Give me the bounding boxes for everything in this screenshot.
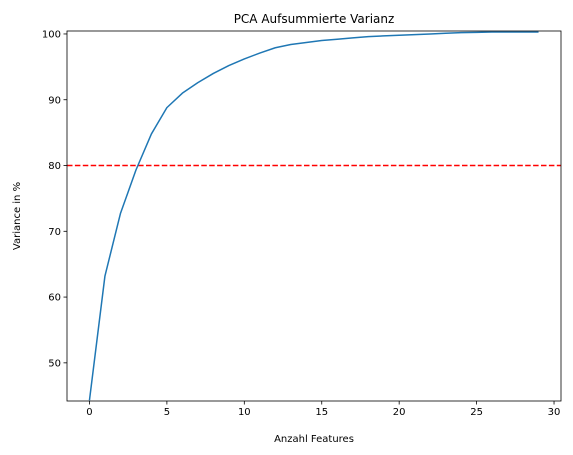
- y-tick-label: 100: [42, 30, 61, 41]
- x-tick-label: 30: [548, 407, 561, 418]
- x-tick-label: 0: [86, 407, 92, 418]
- x-tick-label: 25: [470, 407, 483, 418]
- axes-frame: [66, 30, 562, 402]
- series-line-0: [88, 31, 539, 401]
- x-tick-label: 5: [164, 407, 170, 418]
- y-axis-label: Variance in %: [12, 182, 23, 250]
- series-layer: [88, 31, 539, 401]
- y-tick-label: 50: [48, 358, 61, 369]
- x-tick-label: 20: [393, 407, 406, 418]
- y-tick-label: 90: [48, 95, 61, 106]
- y-tick-label: 60: [48, 293, 61, 304]
- x-axis-label: Anzahl Features: [274, 434, 354, 445]
- y-tick-label: 70: [48, 227, 61, 238]
- x-tick-label: 10: [238, 407, 251, 418]
- ticks-layer: 0 5 10 15 20 25 30 50 60 70 80 90 100: [42, 30, 560, 418]
- x-tick-label: 15: [315, 407, 328, 418]
- y-tick-label: 80: [48, 161, 61, 172]
- axes-layer: [66, 30, 562, 402]
- chart-title: PCA Aufsummierte Varianz: [234, 12, 395, 26]
